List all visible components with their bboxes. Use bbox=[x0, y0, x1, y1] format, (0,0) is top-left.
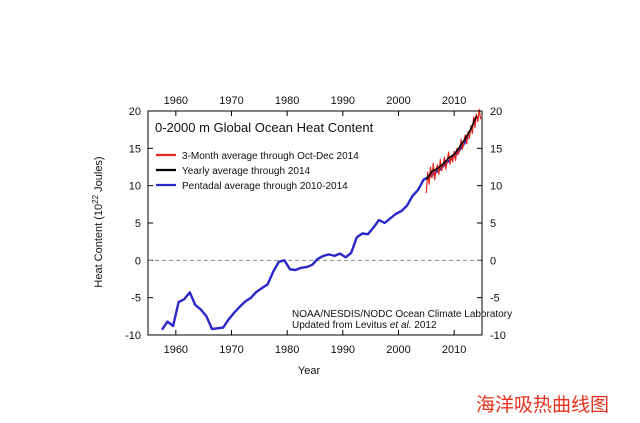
x-axis-title: Year bbox=[298, 365, 321, 377]
source-annotation: NOAA/NESDIS/NODC Ocean Climate Laborator… bbox=[292, 309, 512, 320]
citation-annotation: Updated from Levitus et al. 2012 bbox=[292, 320, 437, 331]
x-tick-label-top: 2010 bbox=[442, 95, 466, 107]
series-line-2 bbox=[160, 136, 470, 331]
legend-label-2: Pentadal average through 2010-2014 bbox=[182, 181, 348, 192]
y-axis-title-tail: Joules) bbox=[93, 156, 105, 195]
x-tick-label-bottom: 2000 bbox=[386, 344, 410, 356]
x-tick-label-top: 1960 bbox=[164, 95, 188, 107]
y-tick-label-left: 10 bbox=[129, 181, 141, 193]
axis-ticks: 1960196019701970198019801990199020002000… bbox=[125, 95, 506, 356]
y-axis-title-sup: 22 bbox=[91, 194, 100, 203]
series-layer bbox=[160, 108, 482, 331]
citation-pre: Updated from Levitus bbox=[292, 320, 390, 331]
y-tick-label-left: -5 bbox=[131, 293, 141, 305]
x-tick-label-bottom: 1990 bbox=[331, 344, 355, 356]
y-axis-title: Heat Content (1022 Joules) bbox=[91, 156, 105, 287]
y-tick-label-left: 20 bbox=[129, 106, 141, 118]
x-tick-label-top: 1970 bbox=[219, 95, 243, 107]
y-tick-label-left: 0 bbox=[135, 255, 141, 267]
y-tick-label-right: 15 bbox=[490, 143, 502, 155]
y-tick-label-right: -5 bbox=[490, 293, 500, 305]
y-tick-label-left: 15 bbox=[129, 143, 141, 155]
citation-em: et al. bbox=[390, 320, 412, 331]
x-tick-label-bottom: 1970 bbox=[219, 344, 243, 356]
x-tick-label-bottom: 1960 bbox=[164, 344, 188, 356]
x-tick-label-bottom: 1980 bbox=[275, 344, 299, 356]
x-tick-label-top: 1990 bbox=[331, 95, 355, 107]
legend-label-0: 3-Month average through Oct-Dec 2014 bbox=[182, 151, 359, 162]
y-tick-label-left: -10 bbox=[125, 330, 141, 342]
x-tick-label-top: 1980 bbox=[275, 95, 299, 107]
chart-title: 0-2000 m Global Ocean Heat Content bbox=[155, 120, 374, 135]
x-tick-label-bottom: 2010 bbox=[442, 344, 466, 356]
y-tick-label-right: 20 bbox=[490, 106, 502, 118]
legend-label-1: Yearly average through 2014 bbox=[182, 166, 311, 177]
x-tick-label-top: 2000 bbox=[386, 95, 410, 107]
series-line-0 bbox=[425, 108, 482, 194]
citation-post: 2012 bbox=[412, 320, 437, 331]
watermark-caption: 海洋吸热曲线图 bbox=[476, 394, 610, 416]
y-tick-label-right: -10 bbox=[490, 330, 506, 342]
series-line-1 bbox=[425, 115, 478, 181]
y-tick-label-left: 5 bbox=[135, 218, 141, 230]
plot-frame bbox=[147, 110, 483, 336]
y-tick-label-right: 0 bbox=[490, 255, 496, 267]
y-axis-title-main: Heat Content (10 bbox=[93, 204, 105, 288]
y-tick-label-right: 5 bbox=[490, 218, 496, 230]
legend: 3-Month average through Oct-Dec 2014 Year… bbox=[156, 151, 359, 192]
y-tick-label-right: 10 bbox=[490, 181, 502, 193]
